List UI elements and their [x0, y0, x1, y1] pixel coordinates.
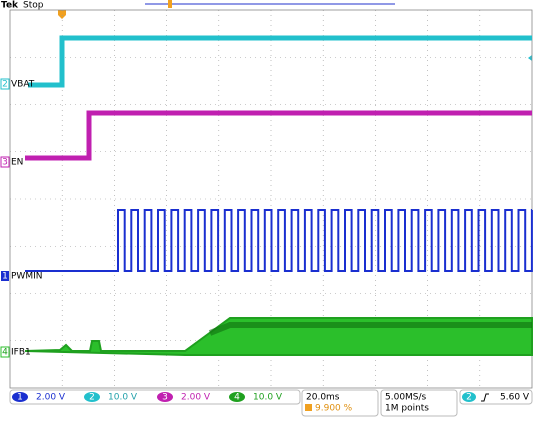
channel-marker-box	[0, 78, 10, 90]
channel-badge-label: 1	[17, 393, 23, 403]
trace-en	[25, 110, 532, 161]
trace-vbat	[28, 35, 532, 88]
channel-name: VBAT	[11, 80, 35, 90]
trigger-box	[459, 389, 533, 405]
channel-marker: 1	[2, 272, 8, 282]
channel-marker-box	[0, 346, 10, 358]
status: Stop	[23, 1, 44, 11]
graticule-border	[9, 9, 533, 389]
brand: Tek	[1, 1, 19, 11]
scale-readout: 1 2.00 V	[12, 392, 66, 403]
channel-name: EN	[11, 158, 23, 168]
channel-badge	[462, 392, 476, 402]
channel-badge-label: 4	[234, 393, 240, 403]
scale-bar	[9, 389, 301, 405]
channel-badge-label: 3	[162, 393, 168, 403]
channel-badge	[229, 392, 245, 402]
trigger-level: 5.60 V	[500, 393, 530, 403]
channel-label: 1 PWMIN	[1, 271, 42, 282]
scale-value: 2.00 V	[181, 393, 211, 403]
trigger-marker	[58, 10, 66, 19]
trigger-pos-marker	[168, 0, 172, 8]
channel-marker-box	[0, 156, 10, 168]
channel-marker: 3	[2, 158, 8, 168]
channel-marker-box	[1, 271, 9, 281]
acquisition-box	[380, 389, 458, 417]
trigger-position: 9.900 %	[315, 404, 353, 414]
trigger-pos-icon	[305, 404, 312, 411]
channel-label: 3 EN	[0, 156, 23, 168]
channel-marker: 4	[2, 348, 8, 358]
scale-value: 10.0 V	[108, 393, 138, 403]
channel-badge	[12, 392, 28, 402]
scale-value: 2.00 V	[36, 393, 66, 403]
channel-name: PWMIN	[11, 272, 42, 282]
sample-rate: 5.00MS/s	[385, 393, 427, 403]
record-length: 1M points	[385, 404, 429, 414]
channel-label: 4 IFB1	[0, 346, 31, 358]
timebase: 20.0ms	[306, 393, 340, 403]
channel-badge	[157, 392, 173, 402]
channel-label: 2 VBAT	[0, 78, 35, 90]
channel-badge	[84, 392, 100, 402]
scale-readout: 2 10.0 V	[84, 392, 138, 403]
scale-readout: 3 2.00 V	[157, 392, 211, 403]
channel-badge-label: 2	[89, 393, 95, 403]
channel-marker: 2	[2, 80, 8, 90]
timebase-box	[301, 389, 379, 417]
scale-readout: 4 10.0 V	[229, 392, 283, 403]
channel-name: IFB1	[11, 348, 31, 358]
trace-ifb1-dense	[208, 322, 532, 336]
trace-pwmin	[25, 209, 533, 272]
scale-value: 10.0 V	[253, 393, 283, 403]
rising-edge-icon	[481, 393, 489, 402]
trigger-level-marker	[528, 55, 532, 61]
trigger-channel: 2	[466, 393, 472, 403]
